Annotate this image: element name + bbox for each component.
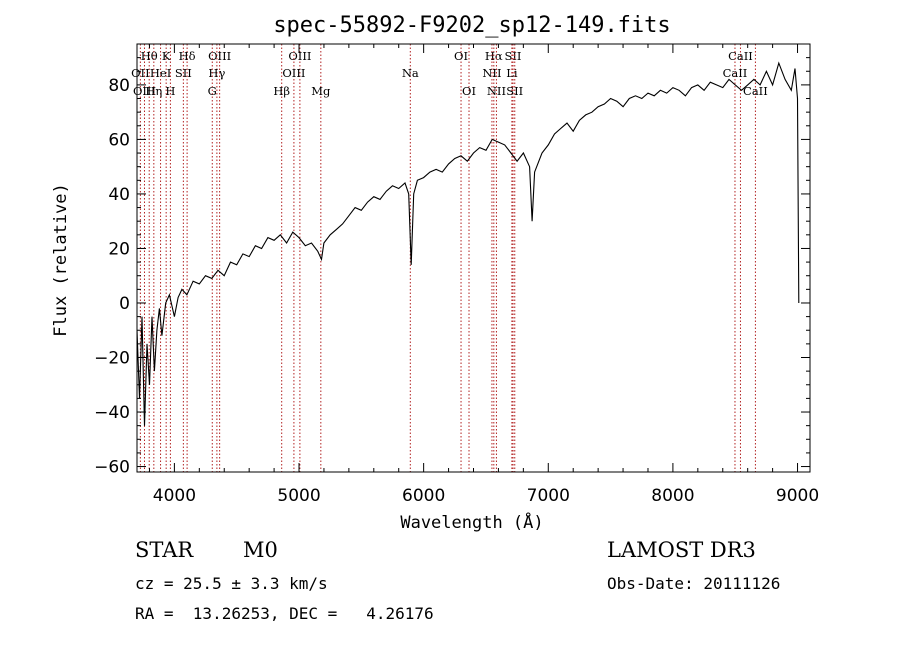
x-tick-label-4: 8000 — [651, 486, 694, 506]
y-tick-label-5: 40 — [108, 185, 130, 205]
y-tick-label-6: 60 — [108, 130, 130, 150]
spectral-line-label-1: OII — [131, 66, 150, 80]
x-tick-label-2: 6000 — [402, 486, 445, 506]
spectral-line-label-11: G — [208, 84, 217, 98]
x-axis-label: Wavelength (Å) — [400, 511, 543, 533]
spectral-line-label-19: Hα — [485, 49, 503, 63]
y-tick-label-4: 20 — [108, 239, 130, 259]
spectral-line-label-16: Na — [402, 66, 419, 80]
spectral-line-label-24: SII — [506, 84, 523, 98]
object-class: STAR — [135, 538, 194, 562]
x-tick-label-1: 5000 — [277, 486, 320, 506]
y-tick-label-0: −60 — [94, 458, 130, 478]
spectral-line-label-26: CaII — [723, 66, 748, 80]
spectral-line-label-10: Hγ — [208, 66, 225, 80]
spectral-line-label-7: H — [165, 84, 175, 98]
y-tick-label-7: 80 — [108, 76, 130, 96]
spectral-line-label-21: NII — [487, 84, 506, 98]
spectral-line-label-4: HeI — [150, 66, 171, 80]
spectral-line-label-14: OIII — [282, 66, 305, 80]
spectral-line-label-23: Li — [506, 66, 518, 80]
spectral-line-label-22: SII — [505, 49, 522, 63]
spectral-line-label-8: Hδ — [179, 49, 196, 63]
spectral-line-label-15: Mg — [311, 84, 331, 98]
coordinates: RA = 13.26253, DEC = 4.26176 — [135, 604, 434, 623]
chart-title: spec-55892-F9202_sp12-149.fits — [273, 13, 670, 38]
y-tick-label-1: −40 — [94, 403, 130, 423]
spectral-line-label-3: K — [162, 49, 171, 63]
spectral-line-label-17: OI — [454, 49, 468, 63]
y-axis-label: Flux (relative) — [51, 183, 71, 337]
x-tick-label-0: 4000 — [153, 486, 196, 506]
spectral-line-label-5: Hη — [145, 84, 162, 98]
spectral-line-label-6: SII — [175, 66, 192, 80]
observation-date: Obs-Date: 20111126 — [607, 574, 781, 593]
object-subclass: M0 — [243, 538, 278, 562]
x-tick-label-5: 9000 — [776, 486, 819, 506]
x-tick-label-3: 7000 — [527, 486, 570, 506]
plot-frame — [136, 43, 811, 473]
axes: 4000 5000 6000 7000 8000 9000 −60 −40 −20 0 20 40 60… — [94, 43, 819, 506]
series-line-flux — [137, 61, 800, 426]
y-tick-label-2: −20 — [94, 349, 130, 369]
spectral-line-label-2: OIII — [133, 84, 156, 98]
spectral-line-label-12: Hβ — [273, 84, 290, 98]
spectral-line-label-18: OI — [462, 84, 476, 98]
spectral-line-label-27: CaII — [743, 84, 768, 98]
y-tick-label-3: 0 — [119, 294, 130, 314]
spectral-line-label-0: Hθ — [141, 49, 158, 63]
series-layer — [137, 61, 800, 426]
redshift-velocity: cz = 25.5 ± 3.3 km/s — [135, 574, 328, 593]
survey-name: LAMOST DR3 — [607, 538, 756, 562]
spectral-line-label-20: NII — [482, 66, 501, 80]
spectral-line-label-13: OIII — [288, 49, 311, 63]
spectral-line-label-25: CaII — [728, 49, 753, 63]
spectral-line-label-9: OIII — [208, 49, 231, 63]
